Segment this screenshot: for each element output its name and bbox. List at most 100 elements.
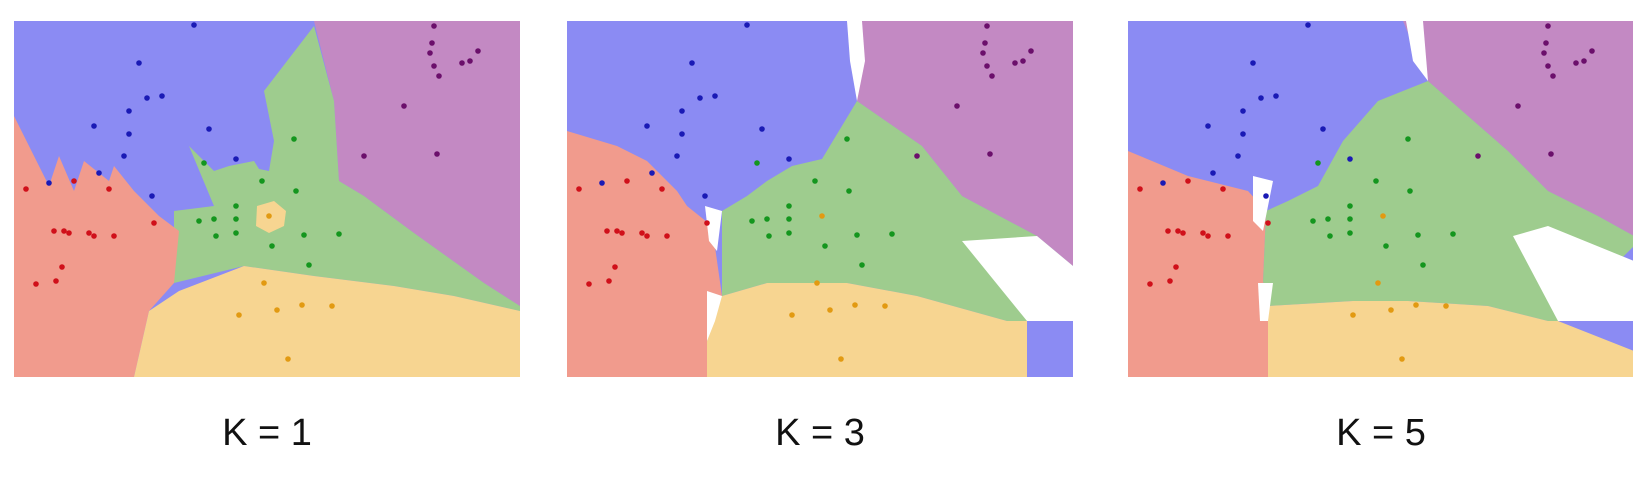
purple-point: [1541, 50, 1547, 56]
green-region: [174, 26, 520, 311]
red-point: [1167, 278, 1173, 284]
green-point: [213, 233, 219, 239]
purple-region: [314, 21, 520, 306]
red-region: [1128, 151, 1268, 377]
green-point: [196, 218, 202, 224]
yellow-point: [329, 303, 335, 309]
purple-point: [982, 40, 988, 46]
purple-point: [980, 50, 986, 56]
green-point: [889, 231, 895, 237]
purple-region: [1403, 21, 1633, 236]
green-point: [812, 178, 818, 184]
yellow-point: [1443, 303, 1449, 309]
purple-point: [1545, 63, 1551, 69]
red-point: [644, 233, 650, 239]
blue-point: [1240, 131, 1246, 137]
red-point: [1173, 264, 1179, 270]
green-point: [822, 243, 828, 249]
red-region: [14, 116, 179, 377]
green-point: [201, 160, 207, 166]
purple-point: [1581, 58, 1587, 64]
red-point: [604, 228, 610, 234]
red-point: [51, 228, 57, 234]
purple-point: [1515, 103, 1521, 109]
decision-map-k3: [567, 21, 1073, 377]
blue-point: [1235, 153, 1241, 159]
green-point: [1310, 218, 1316, 224]
blue-point: [46, 180, 52, 186]
decision-map-k1-svg: [14, 21, 520, 377]
decision-map-k3-svg: [567, 21, 1073, 377]
decision-map-k5-svg: [1128, 21, 1633, 377]
yellow-point: [266, 213, 272, 219]
blue-point: [786, 156, 792, 162]
red-point: [23, 186, 29, 192]
white-gap: [847, 21, 865, 101]
yellow-point: [1388, 307, 1394, 313]
purple-region: [852, 21, 1073, 266]
green-point: [301, 232, 307, 238]
blue-point: [697, 95, 703, 101]
blue-point: [1240, 108, 1246, 114]
blue-point: [1210, 170, 1216, 176]
blue-point: [712, 93, 718, 99]
blue-point: [1305, 22, 1311, 28]
white-gap: [707, 291, 722, 341]
green-point: [854, 232, 860, 238]
yellow-point: [274, 307, 280, 313]
points-k1: [23, 22, 481, 362]
yellow-point: [814, 280, 820, 286]
blue-point: [644, 123, 650, 129]
green-point: [754, 160, 760, 166]
blue-point: [689, 60, 695, 66]
purple-point: [436, 73, 442, 79]
green-point: [1373, 178, 1379, 184]
blue-point: [149, 193, 155, 199]
blue-point: [599, 180, 605, 186]
green-point: [766, 233, 772, 239]
red-point: [53, 278, 59, 284]
blue-point: [206, 126, 212, 132]
green-point: [306, 262, 312, 268]
blue-point: [1258, 95, 1264, 101]
red-point: [619, 230, 625, 236]
red-point: [1185, 178, 1191, 184]
decision-map-k1: [14, 21, 520, 377]
purple-point: [989, 73, 995, 79]
caption-k1: K = 1: [222, 412, 312, 454]
red-point: [151, 220, 157, 226]
blue-point: [1205, 123, 1211, 129]
green-point: [259, 178, 265, 184]
red-point: [106, 186, 112, 192]
red-point: [606, 278, 612, 284]
blue-point: [702, 193, 708, 199]
green-point: [1420, 262, 1426, 268]
purple-point: [1573, 60, 1579, 66]
white-gap: [1406, 21, 1428, 81]
red-point: [1200, 230, 1206, 236]
points-k3: [576, 22, 1034, 362]
purple-point: [467, 58, 473, 64]
purple-point: [984, 63, 990, 69]
yellow-region: [1268, 301, 1633, 377]
green-point: [291, 136, 297, 142]
yellow-region: [707, 283, 1027, 377]
blue-point: [233, 156, 239, 162]
red-point: [1220, 186, 1226, 192]
purple-point: [984, 23, 990, 29]
red-point: [624, 178, 630, 184]
red-point: [91, 233, 97, 239]
yellow-point: [1375, 280, 1381, 286]
purple-point: [427, 50, 433, 56]
red-point: [1180, 230, 1186, 236]
yellow-region: [134, 266, 520, 377]
green-point: [233, 230, 239, 236]
red-point: [86, 230, 92, 236]
green-point: [1407, 188, 1413, 194]
red-point: [1225, 233, 1231, 239]
blue-point: [1320, 126, 1326, 132]
yellow-point: [838, 356, 844, 362]
purple-point: [987, 151, 993, 157]
green-point: [844, 136, 850, 142]
green-point: [1327, 233, 1333, 239]
